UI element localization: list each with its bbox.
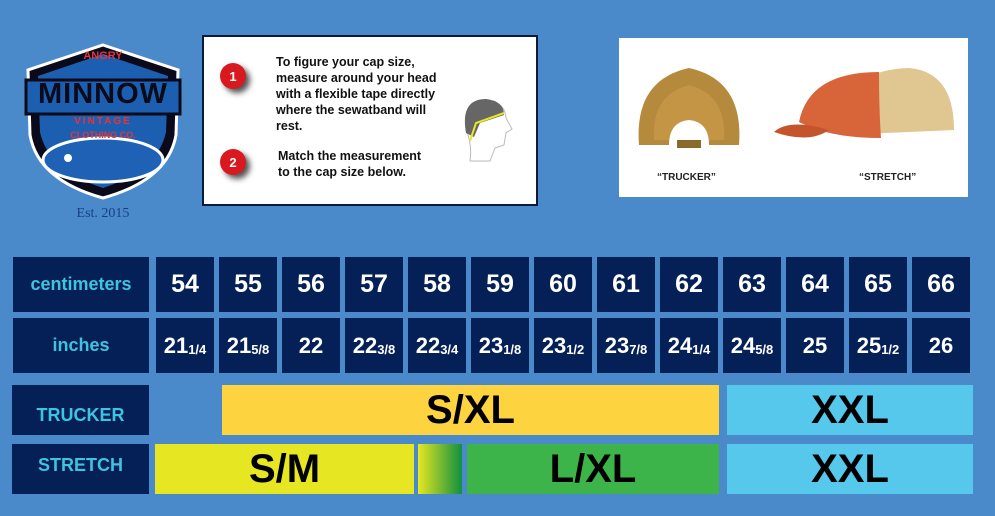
cm-cell: 62 [660, 257, 718, 312]
size-label: XXL [811, 387, 889, 432]
inch-cell: 21 5/8 [219, 318, 277, 373]
inch-cell: 22 3/4 [408, 318, 466, 373]
inch-cell: 22 3/8 [345, 318, 403, 373]
inch-fraction: 1/8 [503, 342, 522, 357]
size-label: S/XL [426, 387, 515, 432]
inch-fraction: 1/2 [566, 342, 585, 357]
cm-value: 55 [234, 270, 262, 298]
inch-whole: 23 [478, 332, 504, 358]
inch-whole: 23 [541, 332, 567, 358]
inch-whole: 26 [928, 332, 954, 358]
inch-cell: 23 1/2 [534, 318, 592, 373]
inch-fraction: 3/8 [377, 342, 396, 357]
inch-whole: 23 [604, 332, 630, 358]
stretch-size-transition [418, 444, 462, 494]
stretch-label: STRETCH [38, 454, 123, 475]
stretch-size-l-xl: L/XL [467, 444, 719, 494]
centimeters-label: centimeters [30, 274, 132, 294]
inch-cell: 24 1/4 [660, 318, 718, 373]
cm-cell: 66 [912, 257, 970, 312]
trucker-size-s-xl: S/XL [222, 385, 719, 435]
inch-cell: 25 [786, 318, 844, 373]
cm-cell: 60 [534, 257, 592, 312]
inch-whole: 22 [415, 332, 441, 358]
cm-value: 65 [864, 270, 892, 298]
inch-fraction: 1/4 [692, 342, 711, 357]
trucker-row-label: TRUCKER [12, 385, 149, 435]
inches-row-label: inches [13, 318, 149, 373]
step-1-badge: 1 [220, 63, 246, 89]
centimeters-row-label: centimeters [13, 257, 149, 312]
cm-cell: 64 [786, 257, 844, 312]
cm-cell: 54 [156, 257, 214, 312]
inch-whole: 25 [856, 332, 882, 358]
cm-cell: 63 [723, 257, 781, 312]
inch-cell: 25 1/2 [849, 318, 907, 373]
cm-cell: 57 [345, 257, 403, 312]
logo-established: Est. 2015 [76, 206, 130, 221]
cm-cell: 56 [282, 257, 340, 312]
cap-styles-image: “TRUCKER” “STRETCH” [619, 38, 968, 197]
trucker-size-xxl: XXL [727, 385, 973, 435]
brand-logo: ANGRY MINNOW VINTAGE CLOTHING CO. Est. 2… [18, 40, 188, 221]
inch-cell: 21 1/4 [156, 318, 214, 373]
cm-value: 58 [423, 270, 451, 298]
cm-value: 64 [801, 270, 829, 298]
size-label: XXL [811, 446, 889, 491]
inch-whole: 24 [667, 332, 693, 358]
cm-cell: 65 [849, 257, 907, 312]
trucker-cap-illustration [638, 68, 740, 148]
inch-whole: 22 [298, 332, 324, 358]
cm-cell: 61 [597, 257, 655, 312]
inch-cell: 24 5/8 [723, 318, 781, 373]
cm-value: 63 [738, 270, 766, 298]
step-1-text: To figure your cap size, measure around … [276, 55, 437, 133]
stretch-caption: “STRETCH” [859, 172, 917, 183]
inch-cell: 26 [912, 318, 970, 373]
trucker-caption: “TRUCKER” [657, 172, 716, 183]
inch-fraction: 5/8 [755, 342, 774, 357]
cm-value: 66 [927, 270, 955, 298]
size-label: S/M [248, 446, 321, 491]
inch-fraction: 1/4 [188, 342, 207, 357]
stretch-size-xxl: XXL [727, 444, 973, 494]
inch-fraction: 7/8 [629, 342, 648, 357]
inch-fraction: 3/4 [440, 342, 459, 357]
inch-whole: 21 [163, 332, 189, 358]
inch-whole: 21 [226, 332, 252, 358]
cm-value: 54 [171, 270, 199, 298]
cm-cell: 55 [219, 257, 277, 312]
step-2-text: Match the measurement to the cap size be… [278, 149, 422, 179]
stretch-row-label: STRETCH [12, 444, 149, 494]
inch-fraction: 5/8 [251, 342, 270, 357]
logo-minnow: MINNOW [37, 78, 169, 110]
logo-vintage: VINTAGE [74, 116, 132, 127]
inch-whole: 25 [802, 332, 828, 358]
size-label: L/XL [549, 446, 637, 491]
how-to-measure-panel: 1 To figure your cap size, measure aroun… [202, 35, 538, 206]
inch-whole: 22 [352, 332, 378, 358]
logo-clothing: CLOTHING CO. [70, 130, 136, 140]
inch-cell: 23 1/8 [471, 318, 529, 373]
inch-whole: 24 [730, 332, 756, 358]
inches-label: inches [52, 335, 110, 355]
stretch-size-s-m: S/M [155, 444, 414, 494]
cm-value: 56 [297, 270, 325, 298]
cm-cell: 58 [408, 257, 466, 312]
cm-value: 57 [360, 270, 388, 298]
inch-cell: 23 7/8 [597, 318, 655, 373]
head-measure-illustration [464, 99, 513, 162]
logo-angry: ANGRY [83, 50, 123, 62]
cm-value: 61 [612, 270, 640, 298]
inch-cell: 22 [282, 318, 340, 373]
cm-value: 59 [486, 270, 514, 298]
cm-value: 62 [675, 270, 703, 298]
trucker-label: TRUCKER [36, 404, 125, 425]
cm-cell: 59 [471, 257, 529, 312]
inch-fraction: 1/2 [881, 342, 900, 357]
step-2-badge: 2 [220, 149, 246, 175]
cm-value: 60 [549, 270, 577, 298]
stretch-cap-illustration [774, 68, 954, 138]
